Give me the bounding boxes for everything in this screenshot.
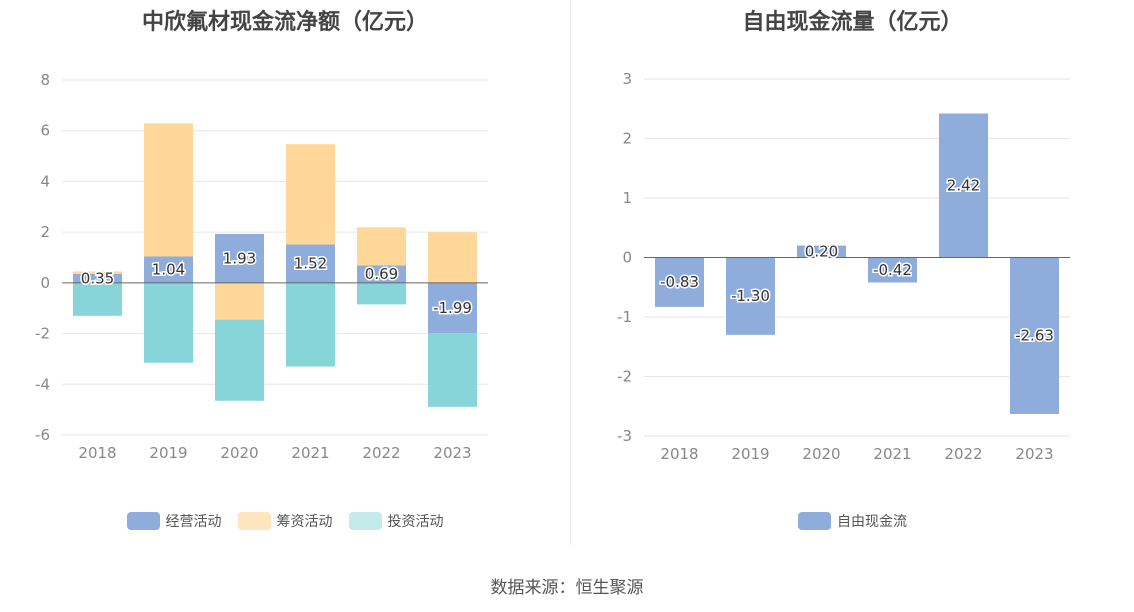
y-tick-label: 0: [622, 249, 632, 267]
bar-2022-series-1: [357, 227, 406, 266]
bar-2021-series-0: [286, 244, 335, 283]
bar-2019-series-2: [144, 282, 193, 363]
y-tick-label: 4: [40, 172, 50, 190]
x-tick-label: 2023: [1015, 445, 1053, 463]
legend-label: 经营活动: [165, 514, 222, 530]
y-tick-label: 1: [622, 189, 632, 207]
x-tick-label: 2023: [433, 444, 471, 462]
x-tick-label: 2021: [873, 445, 911, 463]
y-tick-label: -3: [617, 427, 632, 445]
x-tick-label: 2022: [944, 445, 982, 463]
x-tick-label: 2022: [362, 444, 400, 462]
y-tick-label: -4: [35, 375, 50, 393]
bar-2018-series-1: [73, 271, 122, 274]
bar-2021-series-2: [286, 282, 335, 367]
legend-item-operating[interactable]: 经营活动: [126, 511, 222, 531]
y-tick-label: 2: [40, 223, 50, 241]
x-tick-label: 2021: [291, 444, 329, 462]
data-label: 0.20: [805, 243, 838, 261]
x-tick-label: 2018: [78, 444, 116, 462]
cashflow-net-plot: -6 -4 -2 0 2 4 6 8 2018 2019 2020 2021 2022 2023 0.35 1…: [35, 71, 488, 462]
y-tick-label: -2: [35, 325, 50, 343]
x-tick-label: 2019: [731, 445, 769, 463]
bar-2019-series-1: [144, 123, 193, 257]
bar-2019-series-0: [726, 257, 775, 335]
legend-swatch-investing: [348, 512, 382, 530]
data-label: 1.93: [223, 249, 256, 267]
free-cashflow-chart: 自由现金流量（亿元） -3 -2 -1 0 1 2 3 2018 2019 2020 2021 202…: [571, 0, 1134, 545]
y-tick-label: -2: [617, 368, 632, 386]
data-label: -0.83: [660, 273, 699, 291]
data-label: 0.69: [365, 265, 398, 283]
bar-2022-series-2: [357, 282, 406, 305]
data-label: 2.42: [947, 177, 980, 195]
panel-divider: [570, 0, 571, 545]
legend: 经营活动 筹资活动 投资活动: [0, 511, 570, 531]
legend-swatch-financing: [237, 512, 271, 530]
bar-2023-series-1: [428, 232, 477, 283]
bar-2018-series-0: [655, 257, 704, 307]
bar-2020-series-0: [215, 233, 264, 283]
y-tick-label: 8: [40, 71, 50, 89]
legend-label: 自由现金流: [837, 514, 907, 530]
data-label: -2.63: [1015, 327, 1054, 345]
bar-2019-series-0: [144, 256, 193, 283]
x-tick-label: 2020: [220, 444, 258, 462]
legend-label: 投资活动: [387, 514, 444, 530]
data-label: -1.30: [731, 287, 770, 305]
bar-2018-series-0: [73, 273, 122, 283]
legend-item-fcf[interactable]: 自由现金流: [798, 511, 907, 531]
legend-label: 筹资活动: [276, 514, 333, 530]
y-tick-label: -1: [617, 308, 632, 326]
x-tick-label: 2018: [660, 445, 698, 463]
bar-2020-series-0: [797, 245, 846, 258]
bar-2022-series-0: [357, 265, 406, 283]
y-tick-label: 0: [40, 274, 50, 292]
chart-title: 中欣氟材现金流净额（亿元）: [141, 10, 428, 35]
data-label: -0.42: [873, 261, 912, 279]
x-tick-label: 2019: [149, 444, 187, 462]
bar-2018-series-2: [73, 282, 122, 316]
data-label: 0.35: [81, 269, 114, 287]
data-label: 1.52: [294, 255, 327, 273]
chart-title: 自由现金流量（亿元）: [742, 10, 963, 35]
y-tick-label: -6: [35, 426, 50, 444]
free-cashflow-plot: -3 -2 -1 0 1 2 3 2018 2019 2020 2021 2022 2023 -0.83 -…: [617, 70, 1070, 463]
data-source: 数据来源：恒生聚源: [490, 578, 644, 598]
bar-2023-series-0: [1010, 257, 1059, 414]
data-label: 1.04: [152, 261, 185, 279]
bar-2021-series-0: [868, 257, 917, 283]
bar-2023-series-2: [428, 333, 477, 407]
cashflow-net-chart: 中欣氟材现金流净额（亿元） -6 -4 -2 0 2 4 6 8 2018 2019 2020 202…: [0, 0, 570, 545]
y-tick-label: 3: [622, 70, 632, 88]
legend-swatch-fcf: [798, 512, 831, 530]
y-tick-label: 2: [622, 130, 632, 148]
legend-swatch-operating: [126, 512, 160, 530]
legend-item-financing[interactable]: 筹资活动: [237, 511, 333, 531]
bar-2020-series-1: [215, 282, 264, 320]
y-tick-label: 6: [40, 122, 50, 140]
bar-2023-series-0: [428, 282, 477, 334]
x-tick-label: 2020: [802, 445, 840, 463]
data-label: -1.99: [433, 299, 472, 317]
bar-2020-series-2: [215, 319, 264, 401]
legend: 自由现金流: [571, 511, 1134, 531]
bar-2022-series-0: [939, 113, 988, 258]
bar-2021-series-1: [286, 144, 335, 245]
legend-item-investing[interactable]: 投资活动: [348, 511, 444, 531]
